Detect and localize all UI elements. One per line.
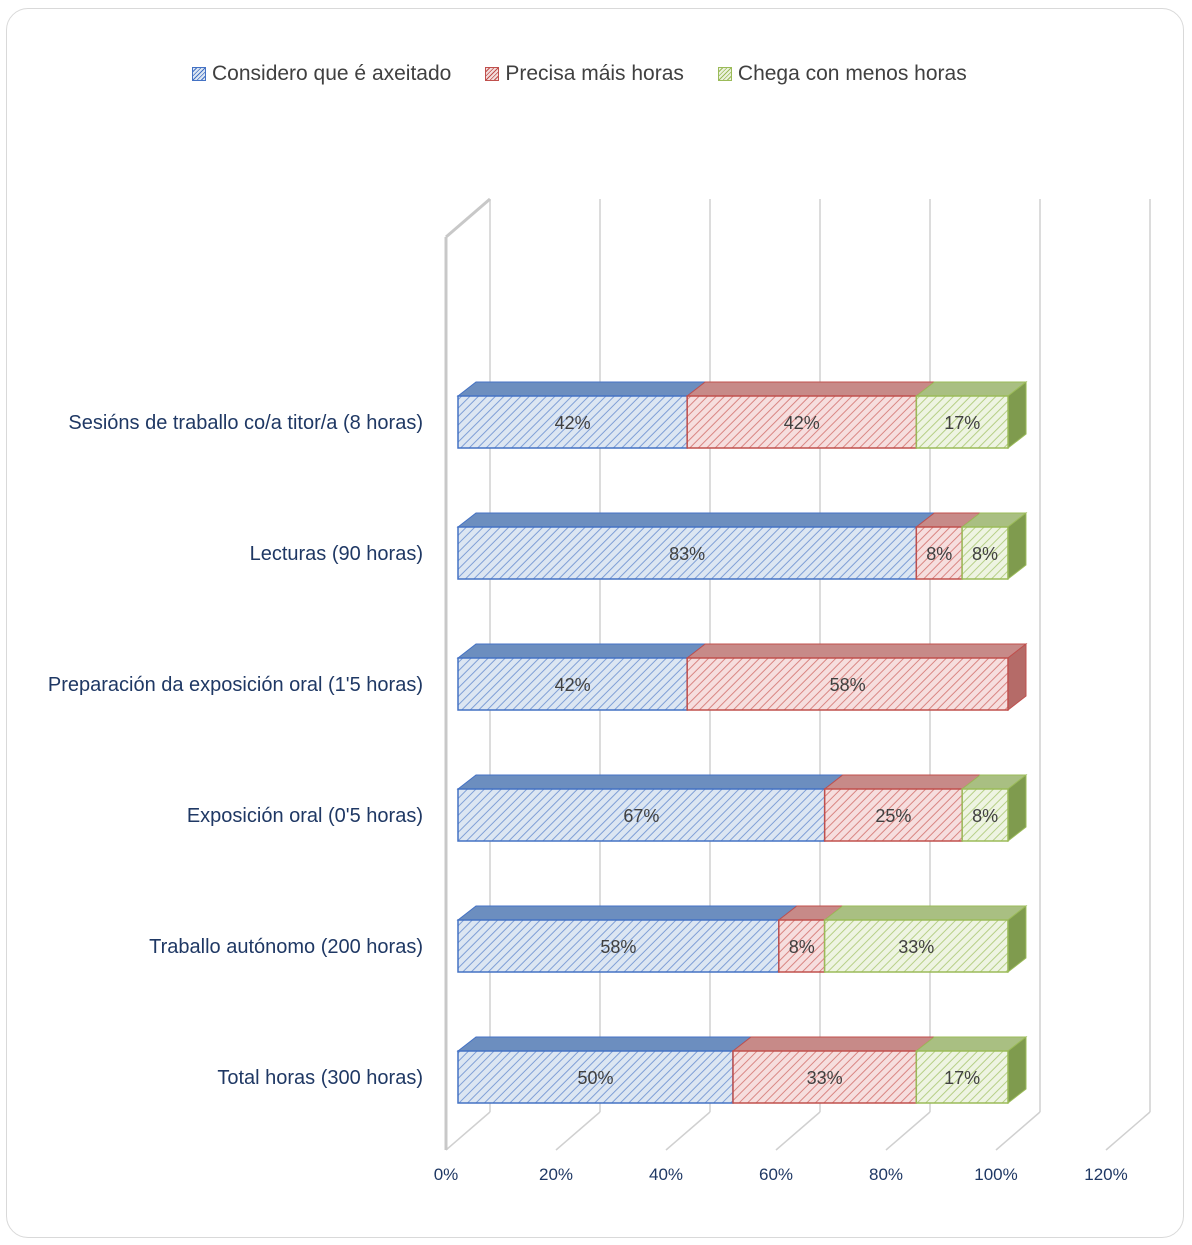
bar-segment-considero [457, 919, 780, 973]
category-label: Total horas (300 horas) [217, 1067, 423, 1089]
bar-segment-considero-top [456, 905, 799, 921]
label-layer: 0% 20% 40% 60% 80% 100% 120% Sesións de traball… [48, 412, 1128, 1184]
data-label: 8% [972, 806, 998, 826]
category-label: Traballo autónomo (200 horas) [149, 936, 423, 958]
data-label: 33% [807, 1068, 843, 1088]
legend-swatch-green [717, 67, 732, 81]
bar-segment-considero-top [456, 1036, 753, 1052]
bar-segment-precisa [915, 526, 963, 580]
bar-segment-precisa [823, 788, 963, 842]
data-label: 42% [555, 413, 591, 433]
floor-gridline [995, 1111, 1041, 1151]
bar-segment-chega-top [914, 1036, 1028, 1052]
data-label: 42% [784, 413, 820, 433]
bar-segment-chega-top [914, 381, 1028, 397]
category-label: Sesións de traballo co/a titor/a (8 hora… [68, 412, 423, 434]
data-label: 33% [898, 937, 934, 957]
floor-gridline [555, 1111, 601, 1151]
bar-segment-considero-top [456, 381, 707, 397]
floor-gridline [885, 1111, 931, 1151]
data-label: 67% [623, 806, 659, 826]
legend-label: Precisa máis horas [505, 62, 684, 85]
bar-segment-chega [915, 1050, 1009, 1104]
bar-segment-chega [961, 788, 1009, 842]
floor-gridline [665, 1111, 711, 1151]
bar-segment-considero [457, 788, 826, 842]
floor-gridline [1105, 1111, 1151, 1151]
legend-label: Considero que é axeitado [212, 62, 452, 85]
x-tick-label: 100% [974, 1165, 1017, 1184]
bar-segment-chega [823, 919, 1009, 973]
legend-swatch-red [485, 67, 500, 81]
x-tick-label: 120% [1084, 1165, 1127, 1184]
chart-frame [6, 8, 1184, 1238]
bar-segment-chega-top [823, 905, 1028, 921]
legend-item-precisa: Precisa máis horas [485, 58, 684, 90]
data-label: 42% [555, 675, 591, 695]
x-tick-label: 60% [759, 1165, 793, 1184]
x-tick-label: 80% [869, 1165, 903, 1184]
data-label: 17% [944, 413, 980, 433]
data-label: 17% [944, 1068, 980, 1088]
data-label: 58% [830, 675, 866, 695]
bar-segment-precisa-top [685, 381, 936, 397]
legend-item-chega: Chega con menos horas [717, 58, 967, 90]
category-label: Exposición oral (0'5 horas) [187, 805, 423, 827]
chart-legend: Considero que é axeitado Precisa máis ho… [0, 58, 1192, 90]
bar-segment-precisa [686, 395, 918, 449]
category-label: Preparación da exposición oral (1'5 hora… [48, 674, 423, 696]
bar-segment-considero-top [456, 512, 936, 528]
bar-segment-chega [961, 526, 1009, 580]
bar-segment-precisa-top [823, 774, 982, 790]
legend-swatch-blue [192, 67, 206, 81]
bar-segment-considero [457, 526, 918, 580]
bar-segment-precisa [686, 657, 1009, 711]
x-tick-label: 40% [649, 1165, 683, 1184]
bar-segment-chega [915, 395, 1009, 449]
floor-gridline [775, 1111, 821, 1151]
x-tick-label: 20% [539, 1165, 573, 1184]
bar-segment-considero-top [456, 774, 845, 790]
bar-layer [456, 380, 1028, 1105]
bar-segment-considero-top [456, 643, 707, 659]
data-label: 50% [577, 1068, 613, 1088]
legend-label: Chega con menos horas [737, 62, 967, 85]
data-label: 83% [669, 544, 705, 564]
floor-gridline [445, 1111, 491, 1151]
data-label: 58% [600, 937, 636, 957]
side-wall-top [445, 197, 491, 239]
x-tick-label: 0% [434, 1165, 459, 1184]
bar-segment-precisa [778, 919, 826, 973]
bar-segment-precisa-top [731, 1036, 936, 1052]
data-label: 8% [789, 937, 815, 957]
legend-item-considero: Considero que é axeitado [192, 58, 451, 90]
data-label: 25% [875, 806, 911, 826]
bar-segment-precisa-top [685, 643, 1028, 659]
category-label: Lecturas (90 horas) [250, 543, 423, 565]
data-label: 8% [926, 544, 952, 564]
data-label: 8% [972, 544, 998, 564]
